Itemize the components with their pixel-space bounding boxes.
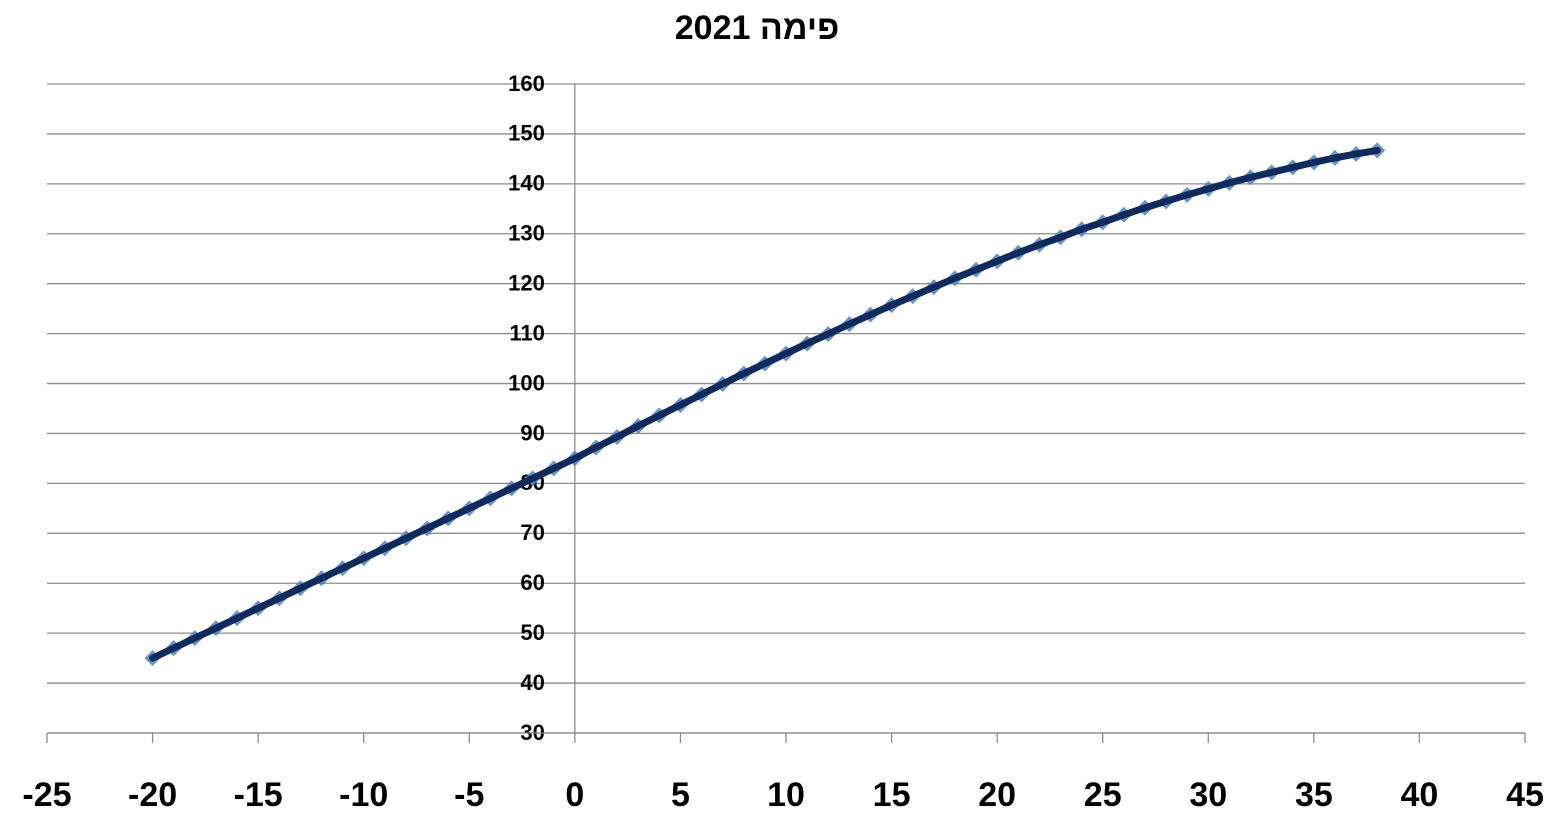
trend-line (149, 146, 1381, 662)
y-tick-label: 60 (520, 570, 544, 595)
x-tick-label: 25 (1084, 776, 1122, 814)
x-tick-label: 30 (1189, 776, 1227, 814)
y-tick-label: 30 (520, 720, 544, 745)
x-tick-label: 20 (978, 776, 1016, 814)
x-tick-label: -15 (234, 776, 283, 814)
x-tick-label: 15 (873, 776, 911, 814)
x-tick-label: -5 (454, 776, 484, 814)
x-tick-label: -25 (22, 776, 71, 814)
x-tick-label: 45 (1506, 776, 1544, 814)
x-tick-label: 40 (1401, 776, 1439, 814)
x-tick-label: 10 (767, 776, 805, 814)
y-tick-label: 100 (508, 370, 545, 395)
y-tick-label: 90 (520, 420, 544, 445)
x-tick-label: 0 (565, 776, 584, 814)
x-tick-label: -10 (339, 776, 388, 814)
chart-title: פימה 2021 (675, 9, 840, 47)
y-tick-label: 40 (520, 670, 544, 695)
x-tick-label: -20 (128, 776, 177, 814)
y-tick-label: 50 (520, 620, 544, 645)
x-tick-label: 5 (671, 776, 690, 814)
y-tick-label: 70 (520, 520, 544, 545)
y-tick-label: 130 (508, 221, 545, 246)
y-tick-label: 110 (509, 320, 545, 345)
y-tick-label: 160 (508, 71, 545, 96)
x-tick-label: 35 (1295, 776, 1333, 814)
y-tick-label: 120 (508, 271, 545, 296)
y-tick-label: 140 (508, 171, 545, 196)
y-tick-label: 150 (508, 121, 545, 146)
